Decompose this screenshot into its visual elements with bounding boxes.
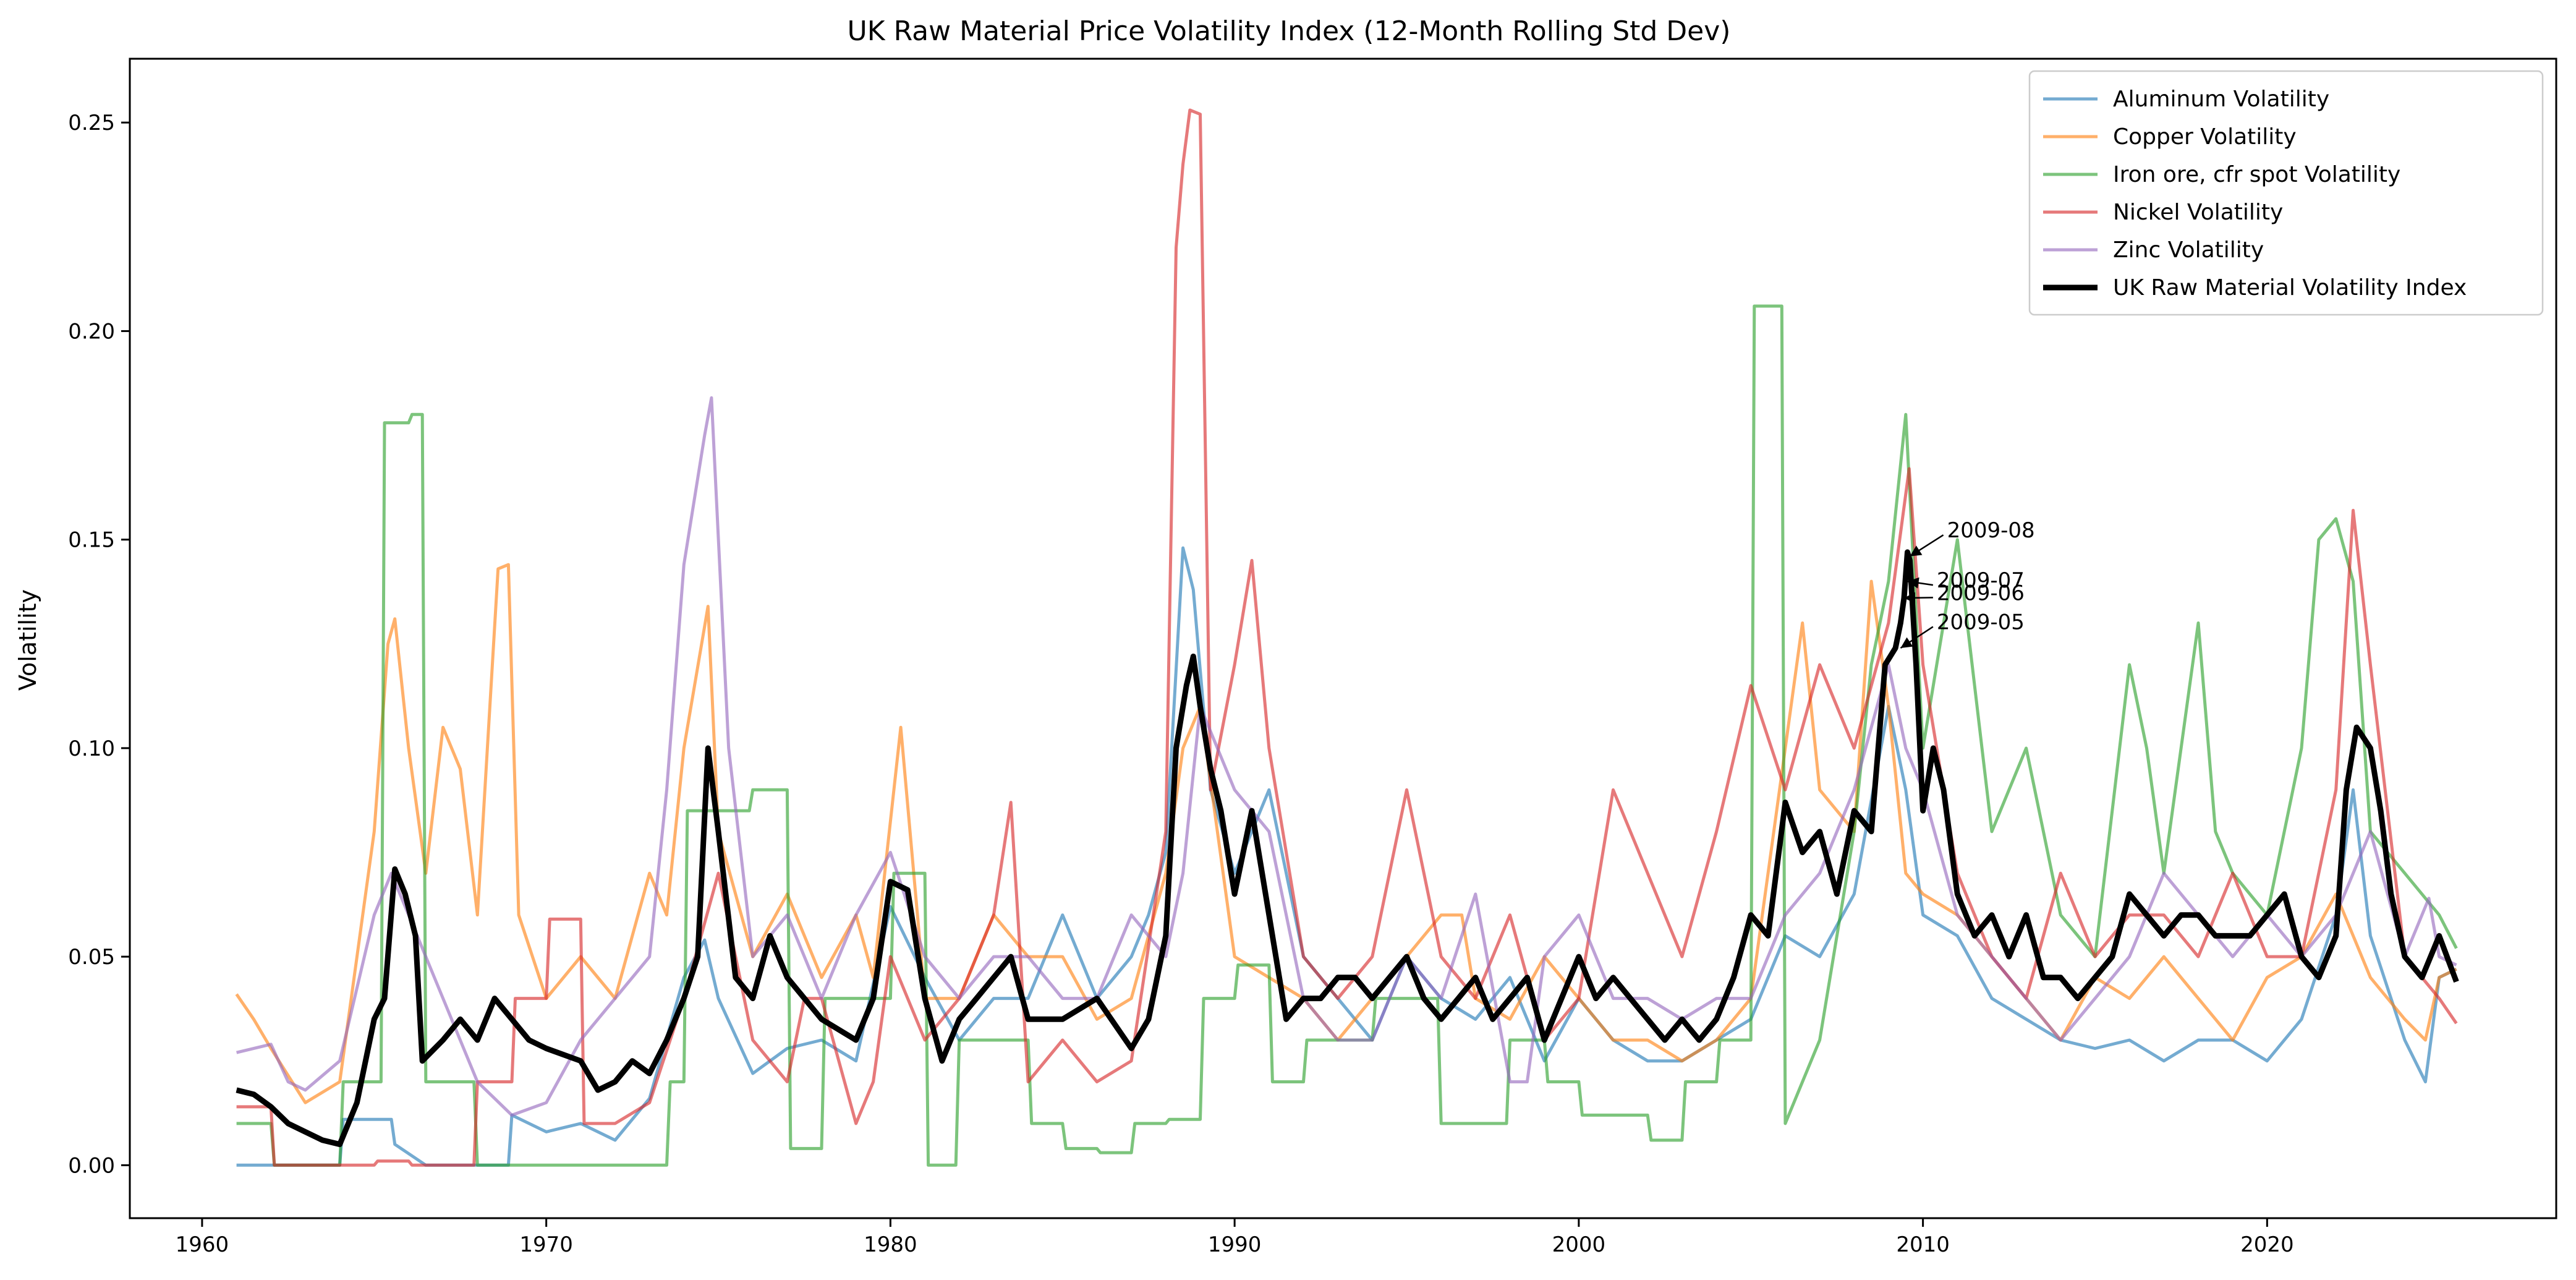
legend-box [2028,70,2544,316]
x-tick-label: 2000 [1552,1232,1606,1257]
legend-entry-copper-volatility: Copper Volatility [2113,124,2297,150]
y-axis-label: Volatility [14,589,41,691]
annotation-label-2009-07: 2009-07 [1937,568,2025,593]
x-tick-label: 1980 [864,1232,917,1257]
series-layer [235,108,2459,1167]
legend-entry-nickel-volatility: Nickel Volatility [2113,200,2283,225]
y-tick-label: 0.05 [68,945,115,970]
legend-entry-iron-ore-cfr-spot-volatility: Iron ore, cfr spot Volatility [2113,162,2400,187]
legend: Aluminum Volatility Copper Volatility Iron… [2028,70,2544,316]
x-tick-label: 1960 [176,1232,229,1257]
annotation-label-2009-05: 2009-05 [1937,610,2025,635]
legend-entry-zinc-volatility: Zinc Volatility [2113,237,2264,263]
legend-entry-uk-raw-material-volatility-index: UK Raw Material Volatility Index [2113,275,2467,301]
annotation-label-2009-08: 2009-08 [1947,518,2035,543]
series-line-nickel-volatility [236,108,2458,1167]
chart-title: UK Raw Material Price Volatility Index (… [848,15,1731,47]
annotation-arrowhead [1910,545,1923,557]
annotation-arrowhead [1907,577,1919,589]
legend-entry-aluminum-volatility: Aluminum Volatility [2113,87,2329,112]
annotation-arrowhead [1900,637,1913,649]
x-tick-label: 2010 [1896,1232,1950,1257]
y-tick-label: 0.00 [68,1153,115,1178]
annotation-arrowhead [1903,592,1916,604]
y-tick-label: 0.20 [68,319,115,344]
series-line-iron-ore-cfr-spot-volatility [236,304,2458,1167]
x-tick-label: 2020 [2240,1232,2294,1257]
x-tick-label: 1990 [1208,1232,1262,1257]
plot-frame [129,58,2557,1219]
annotation-label-2009-06: 2009-06 [1937,581,2025,605]
y-tick-label: 0.10 [68,736,115,761]
series-line-uk-raw-material-volatility-index [236,549,2459,1148]
x-axis-ticks: 1960 1970 1980 1990 2000 2010 2020 [176,1218,2294,1257]
x-tick-label: 1970 [519,1232,573,1257]
y-axis-ticks: 0.00 0.05 0.10 0.15 0.20 0.25 [68,111,130,1178]
y-tick-label: 0.15 [68,528,115,553]
y-tick-label: 0.25 [68,111,115,135]
